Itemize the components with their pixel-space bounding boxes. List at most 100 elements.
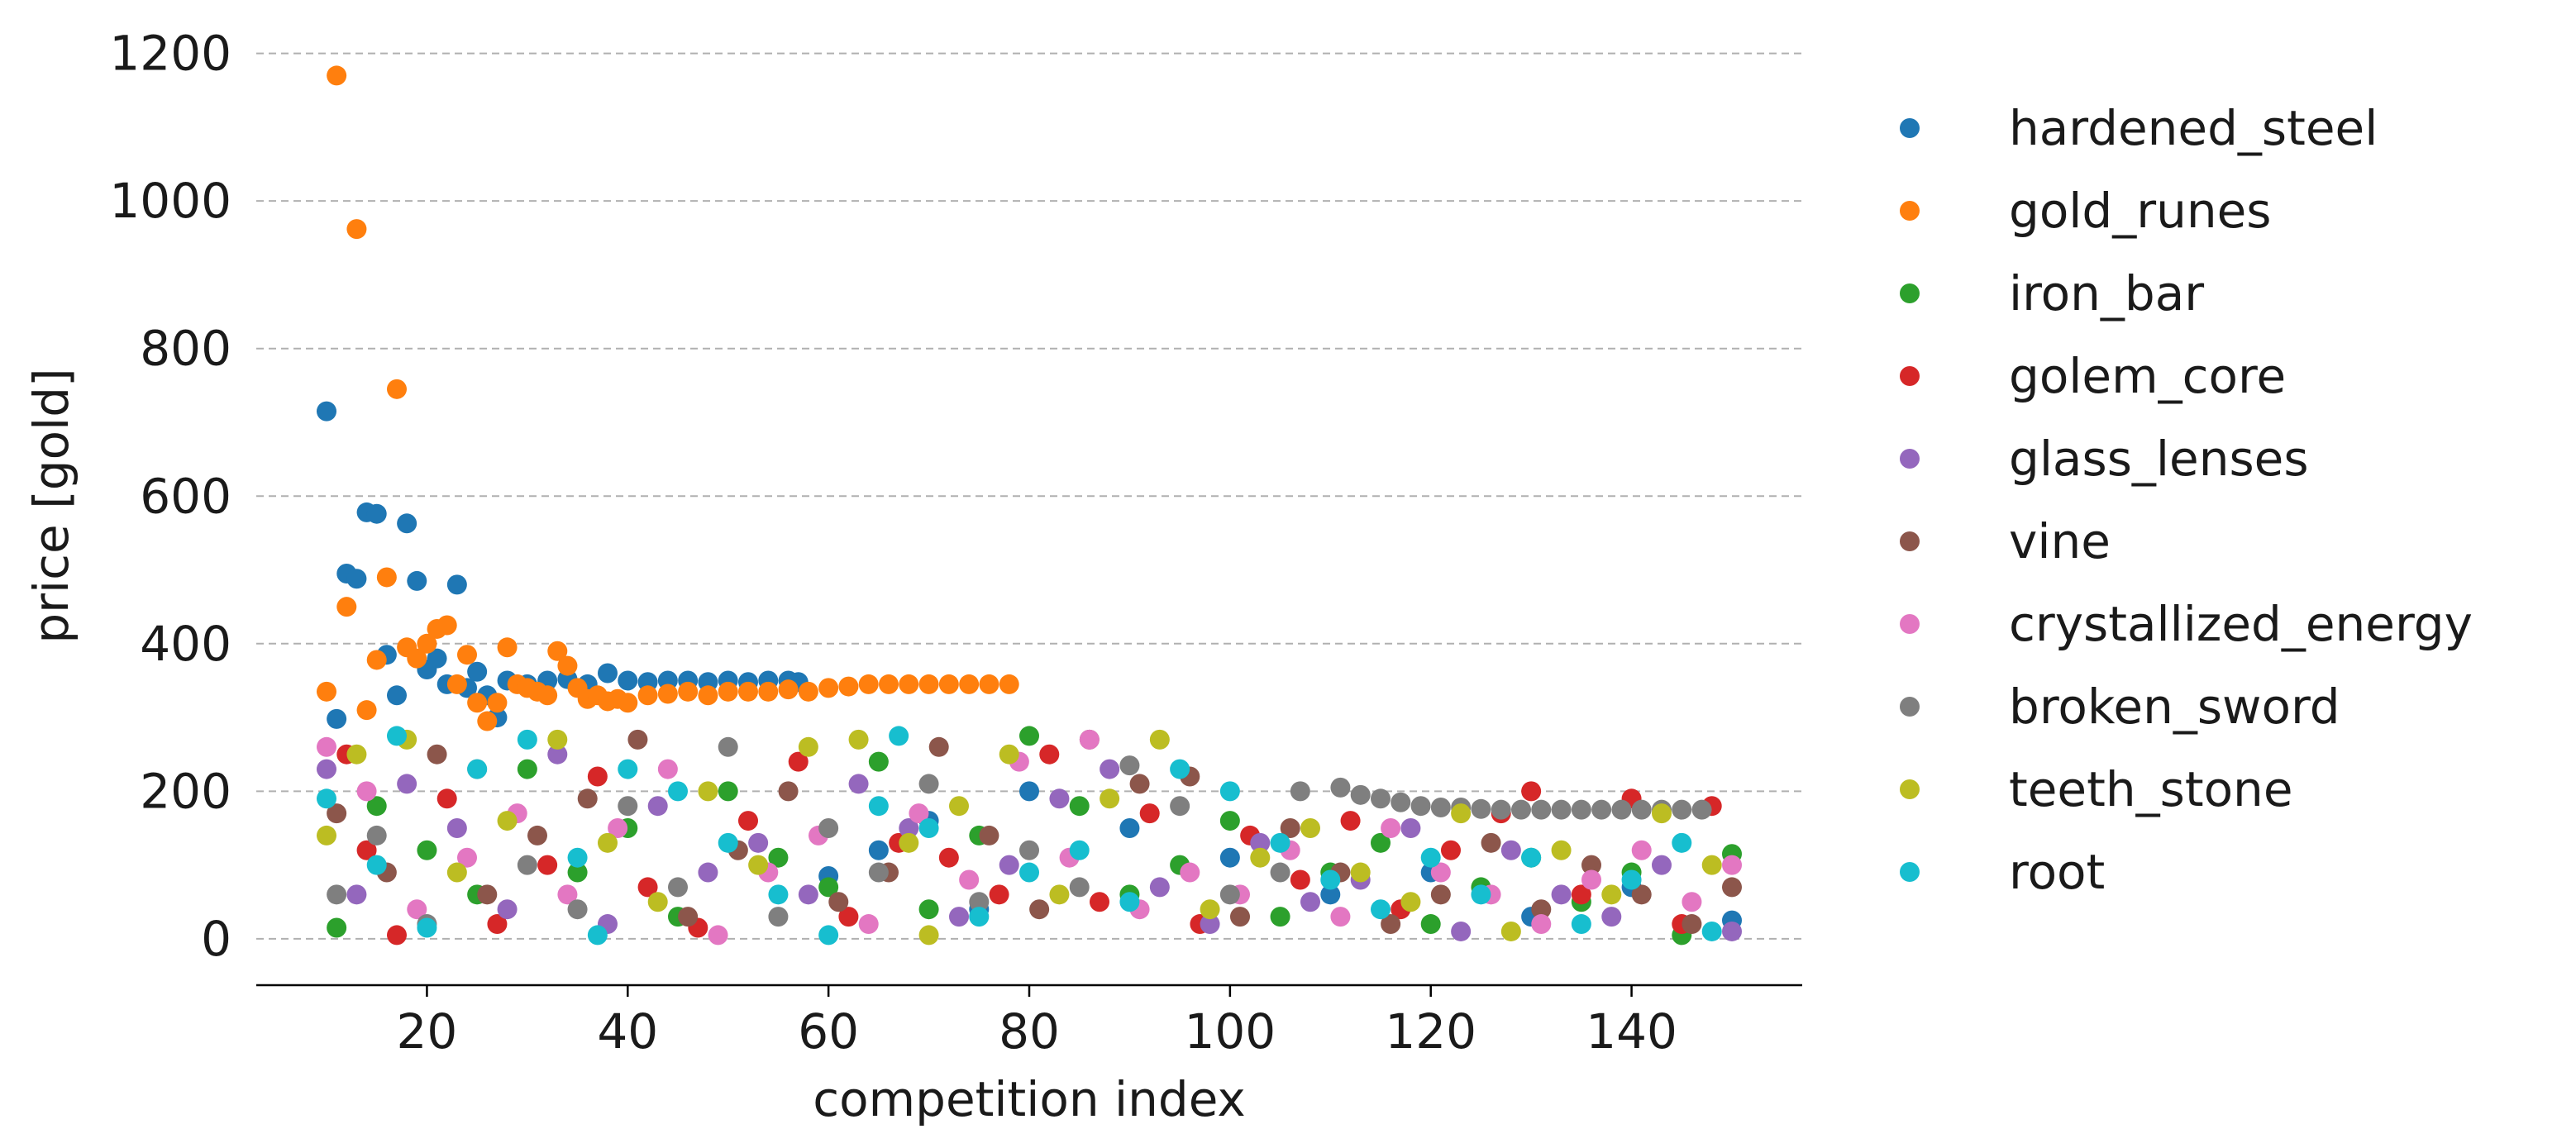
data-point xyxy=(889,726,909,746)
data-point xyxy=(1149,729,1170,750)
data-point xyxy=(446,574,467,595)
legend-label: root xyxy=(2009,844,2105,900)
data-point xyxy=(657,759,678,779)
data-point xyxy=(467,759,488,779)
data-point xyxy=(1320,884,1341,905)
data-point xyxy=(547,744,568,765)
data-point xyxy=(317,788,336,809)
legend-marker xyxy=(1900,697,1920,717)
data-point xyxy=(879,674,899,694)
data-point xyxy=(446,817,467,838)
data-point xyxy=(557,655,578,676)
data-point xyxy=(748,832,769,853)
y-tick-label: 200 xyxy=(140,763,231,819)
legend-label: glass_lenses xyxy=(2009,431,2309,487)
data-point xyxy=(798,884,818,905)
y-tick-label: 600 xyxy=(140,468,231,524)
data-point xyxy=(1100,788,1120,809)
data-point xyxy=(1290,781,1310,802)
data-point xyxy=(989,884,1009,905)
data-point xyxy=(1069,877,1090,898)
data-point xyxy=(918,925,939,946)
legend-label: golem_core xyxy=(2009,348,2286,404)
data-point xyxy=(1581,869,1601,890)
data-point xyxy=(567,862,588,883)
data-point xyxy=(979,825,999,846)
data-point xyxy=(1672,799,1692,820)
data-point xyxy=(407,648,427,669)
data-point xyxy=(1531,899,1552,920)
data-point xyxy=(1300,817,1320,838)
data-point xyxy=(848,774,869,794)
data-point xyxy=(1270,907,1290,927)
data-point xyxy=(1100,759,1120,779)
data-point xyxy=(1701,855,1722,875)
data-point xyxy=(818,817,839,838)
data-point xyxy=(1682,892,1702,912)
data-point xyxy=(848,729,869,750)
legend-marker xyxy=(1900,614,1920,634)
data-point xyxy=(1069,796,1090,817)
data-point xyxy=(768,847,789,868)
data-point xyxy=(327,803,347,824)
data-point xyxy=(317,759,336,779)
data-point xyxy=(698,685,718,706)
data-point xyxy=(979,674,999,694)
legend-marker xyxy=(1900,201,1920,221)
data-point xyxy=(969,907,990,927)
data-point xyxy=(497,637,518,658)
data-point xyxy=(1471,798,1491,819)
series-glass-lenses xyxy=(317,744,1742,941)
legend-label: hardened_steel xyxy=(2009,100,2378,156)
data-point xyxy=(899,817,919,838)
data-point xyxy=(436,615,457,636)
data-point xyxy=(618,670,638,691)
data-point xyxy=(868,751,889,772)
legend-label: vine xyxy=(2009,513,2111,569)
data-point xyxy=(758,681,779,702)
data-point xyxy=(1511,799,1531,820)
data-point xyxy=(1682,914,1702,935)
data-point xyxy=(1019,862,1039,883)
series-vine xyxy=(327,729,1742,935)
data-point xyxy=(1631,799,1652,820)
data-point xyxy=(657,684,678,704)
data-point xyxy=(1180,862,1200,883)
data-point xyxy=(718,681,738,702)
data-point xyxy=(1350,862,1371,883)
data-point xyxy=(718,736,738,757)
data-point xyxy=(1371,832,1391,853)
series-golem-core xyxy=(336,744,1722,946)
data-point xyxy=(1280,817,1300,838)
data-point xyxy=(547,729,568,750)
data-point xyxy=(366,855,387,875)
x-ticks: 20 40 60 80 100 120 140 xyxy=(397,985,1677,1060)
legend-label: iron_bar xyxy=(2009,265,2204,322)
data-point xyxy=(818,678,839,698)
data-point xyxy=(1391,792,1411,812)
data-point xyxy=(537,855,558,875)
x-tick-label: 120 xyxy=(1385,1003,1476,1060)
data-point xyxy=(477,711,498,731)
legend-marker xyxy=(1900,862,1920,882)
legend-label: teeth_stone xyxy=(2009,761,2293,817)
data-point xyxy=(928,736,949,757)
data-point xyxy=(567,899,588,920)
data-point xyxy=(417,840,437,860)
data-point xyxy=(1652,855,1672,875)
legend-marker xyxy=(1900,118,1920,138)
data-point xyxy=(1019,840,1039,860)
data-point xyxy=(698,781,718,802)
data-point xyxy=(1330,907,1351,927)
data-point xyxy=(356,840,377,860)
data-point xyxy=(738,681,758,702)
y-tick-label: 400 xyxy=(140,616,231,672)
data-point xyxy=(798,736,818,757)
data-point xyxy=(708,925,728,946)
data-point xyxy=(1571,799,1591,820)
data-point xyxy=(918,899,939,920)
data-point xyxy=(1451,921,1472,941)
data-point xyxy=(1410,796,1431,817)
data-point xyxy=(446,862,467,883)
